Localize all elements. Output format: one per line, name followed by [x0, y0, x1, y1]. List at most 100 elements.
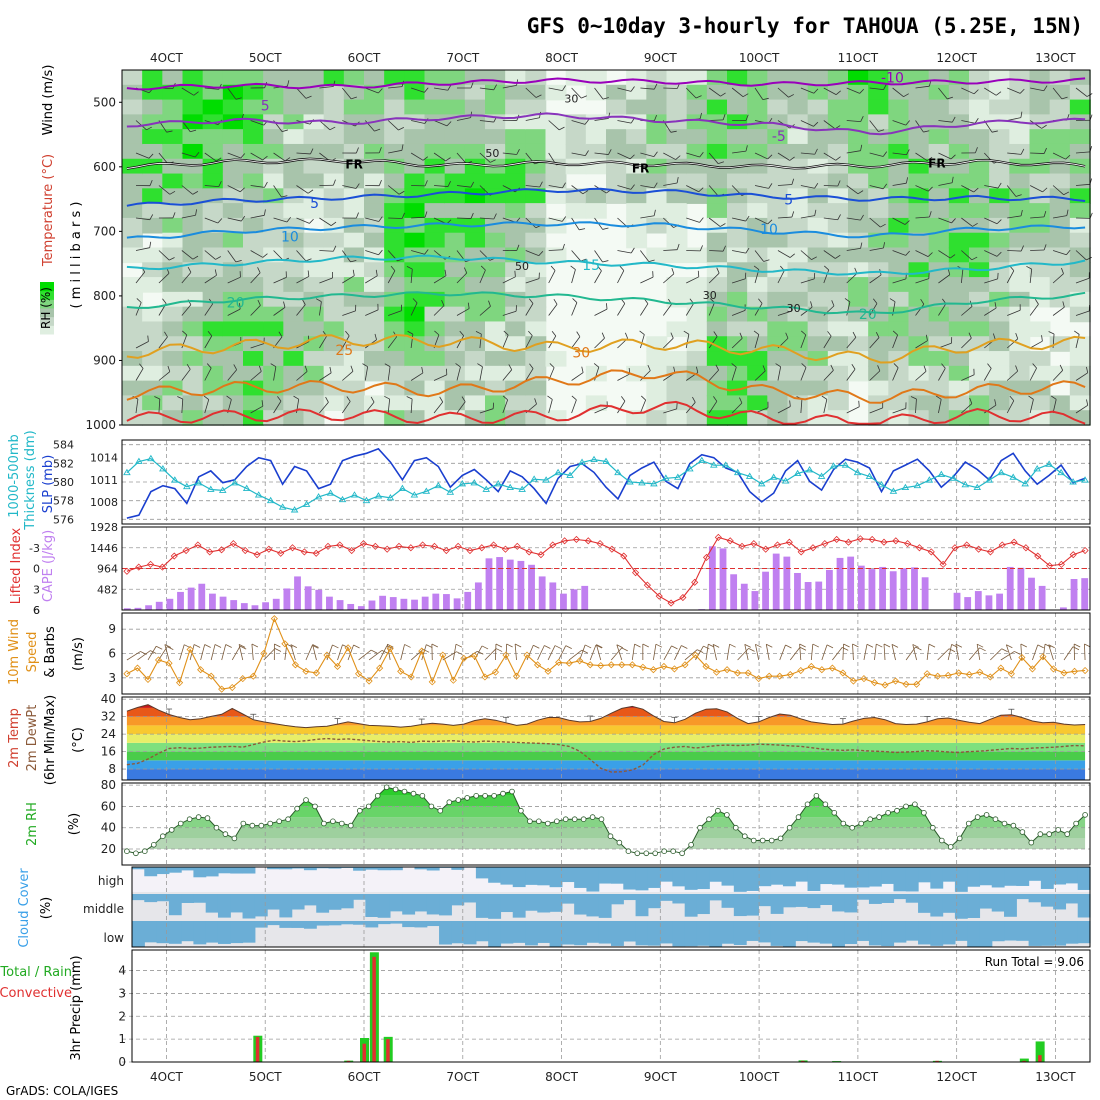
- cape-bar: [804, 582, 812, 610]
- wind-barb-flag: [1074, 330, 1080, 335]
- cloud-cell: [377, 867, 391, 871]
- wind-barb: [708, 87, 721, 97]
- cloud-cell: [893, 921, 907, 943]
- wind-speed-point: [881, 681, 889, 689]
- wind-speed-point: [828, 664, 836, 672]
- precip-convective-bar: [801, 1060, 805, 1062]
- wind-barb-flag: [814, 182, 819, 189]
- cloud-cell: [881, 894, 895, 903]
- cape-bar: [1017, 567, 1025, 610]
- wind-barb-flag: [514, 270, 516, 277]
- wind-barb: [874, 644, 877, 661]
- wind-barb-flag: [883, 84, 887, 90]
- wind-barb: [502, 84, 517, 89]
- rh-cell: [787, 129, 809, 145]
- slp-tick-label: 1011: [90, 474, 118, 487]
- wind-barb: [456, 401, 466, 414]
- rh-cell: [343, 129, 365, 145]
- wind-barb-flag: [235, 260, 242, 263]
- rh-cell: [767, 99, 789, 116]
- wind-barb: [800, 215, 815, 219]
- cloud-cell: [537, 894, 551, 913]
- rh-cell: [182, 203, 204, 219]
- cloud-cell: [402, 921, 416, 928]
- wind-barb-flag: [673, 366, 676, 373]
- wind-barb: [938, 120, 953, 123]
- rh-cell: [646, 203, 668, 219]
- wind-barb-flag: [444, 269, 447, 276]
- cape-bar: [857, 565, 865, 610]
- rh-cell: [787, 291, 809, 308]
- li-point: [714, 533, 722, 541]
- wind-barb-flag: [994, 302, 997, 309]
- wind-speed-point: [544, 667, 552, 675]
- wind-barb: [731, 310, 746, 316]
- rh-cell: [243, 129, 264, 145]
- rh-cell: [868, 365, 890, 382]
- wind-barb: [433, 120, 448, 127]
- rh-point: [428, 803, 435, 810]
- thickness-tick-label: 582: [53, 457, 74, 470]
- rh-point: [267, 820, 274, 827]
- rh-cell: [182, 173, 204, 190]
- rh-cell: [888, 203, 910, 219]
- rh-cell: [283, 306, 305, 323]
- wind-barb-flag: [172, 212, 176, 219]
- wind-barb-flag: [593, 363, 600, 368]
- rh-cell: [162, 262, 184, 278]
- rh-cell: [485, 351, 506, 367]
- contour-label: FR: [345, 158, 362, 172]
- cape-bar: [155, 601, 163, 610]
- wind-barb: [869, 274, 882, 284]
- wind-speed-point: [712, 668, 721, 676]
- rh-cell: [162, 306, 184, 323]
- wind-barb: [227, 152, 241, 159]
- rh-point: [804, 801, 811, 808]
- wind-barb-flag: [713, 331, 718, 337]
- wind-barb-flag: [1020, 111, 1023, 118]
- wind-speed-point: [512, 672, 521, 680]
- wind-barb-flag: [506, 643, 513, 648]
- cape-bar: [1006, 566, 1014, 610]
- rh-cell: [122, 129, 143, 145]
- rh-cell: [424, 84, 446, 101]
- temp-band: [126, 734, 1086, 743]
- wind-barb: [765, 644, 770, 661]
- wind-barb: [571, 87, 582, 99]
- rh-cell: [424, 395, 446, 412]
- wind10m-axis-label-3: & Barbs: [43, 626, 58, 678]
- rh-point: [160, 833, 166, 839]
- rh-cell: [928, 129, 950, 145]
- rh-cell: [505, 143, 527, 160]
- wind-barb: [181, 185, 193, 195]
- li-point: [430, 542, 439, 550]
- wind-barb: [915, 152, 928, 162]
- wind-barb: [915, 370, 927, 381]
- wind-barb: [273, 152, 286, 162]
- wind-barb-flag: [381, 650, 389, 654]
- rh-cell: [505, 395, 527, 412]
- cloud-cell: [303, 921, 317, 929]
- rh-cell: [1009, 351, 1031, 367]
- cloud-cell: [291, 894, 305, 910]
- wind-barb: [135, 368, 144, 381]
- wind-barb-flag: [1061, 267, 1064, 274]
- rh-cell: [948, 306, 970, 323]
- rh-cell: [182, 365, 204, 382]
- rh-cell: [162, 365, 184, 382]
- wind-barb-flag: [814, 148, 818, 155]
- cloud-cell: [144, 921, 158, 943]
- rh-cell: [303, 70, 325, 86]
- rh-cell: [626, 158, 648, 175]
- rh-cell: [626, 143, 648, 160]
- wind-barb-flag: [830, 364, 834, 371]
- rh-point: [1010, 822, 1017, 829]
- wind-barb: [342, 275, 355, 284]
- rh-cell: [1029, 262, 1051, 278]
- wind-barb: [411, 120, 425, 124]
- li-point: [892, 537, 900, 545]
- rh-cell: [807, 247, 829, 264]
- wind-barb: [273, 217, 288, 223]
- thickness-point: [314, 493, 323, 500]
- wind-barb: [514, 644, 517, 661]
